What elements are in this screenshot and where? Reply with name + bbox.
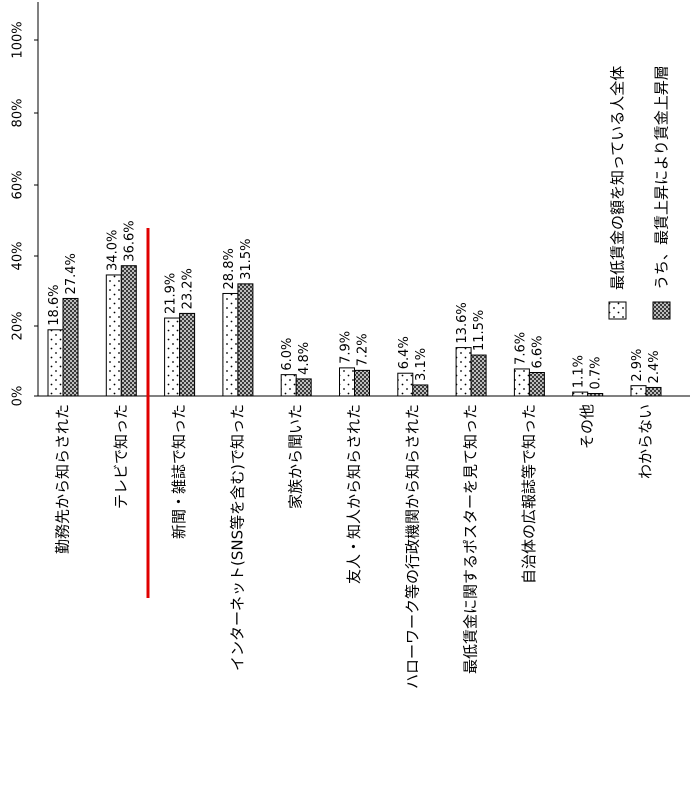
y-tick-label: 20%: [11, 312, 26, 341]
bar-wage-rise: [412, 384, 429, 397]
bar-wage-rise: [354, 369, 370, 397]
bar-all: [105, 274, 122, 397]
data-label-all: 6.0%: [280, 338, 295, 371]
axis-layer: 0% 20% 40% 60% 80% 100%: [11, 2, 690, 598]
category-label: 勤務先から知らされた: [54, 404, 72, 554]
data-label-wage-rise: 23.2%: [181, 268, 196, 309]
data-label-wage-rise: 31.5%: [239, 239, 254, 280]
category-label: 友人・知人から知らされた: [345, 404, 363, 584]
bar-wage-rise: [237, 283, 254, 397]
bar-wage-rise: [528, 372, 545, 397]
y-tick-label: 60%: [11, 171, 26, 200]
bar-wage-rise: [587, 393, 604, 397]
labels-layer: 18.6%27.4% 勤務先から知らされた 34.0% 36.6% テレビで知った 21.…: [47, 220, 662, 689]
category-label: ハローワーク等の行政機関から知らされた: [403, 404, 421, 689]
category-label: インターネット(SNS等を含む)で知った: [228, 404, 246, 671]
data-label-wage-rise: 0.7%: [589, 356, 604, 389]
data-label-wage-rise: 7.2%: [356, 333, 371, 366]
bar-wage-rise: [62, 297, 79, 397]
bar-all: [455, 347, 472, 397]
y-tick-label: 80%: [11, 99, 26, 128]
bar-all: [339, 367, 355, 397]
data-label-wage-rise: 27.4%: [64, 253, 79, 294]
legend-swatch-wage-rise: [652, 301, 671, 320]
legend-label-wage-rise: うち、最賃上昇により賃金上昇層: [653, 65, 671, 290]
category-label: 家族から聞いた: [287, 404, 305, 509]
bar-all: [222, 292, 239, 397]
category-label: 最低賃金に関するポスターを見て知った: [462, 404, 480, 674]
bar-wage-rise: [470, 354, 487, 397]
data-label-wage-rise: 6.6%: [530, 335, 545, 368]
data-label-all: 7.6%: [513, 332, 528, 365]
category-label: その他: [578, 404, 596, 449]
data-label-all: 28.8%: [222, 248, 237, 289]
legend-swatch-all: [608, 301, 627, 320]
data-label-all: 18.6%: [47, 284, 62, 325]
legend: 最低賃金の額を知っている人全体 うち、最賃上昇により賃金上昇層: [608, 65, 671, 320]
category-label: テレビで知った: [112, 404, 130, 509]
data-label-wage-rise: 3.1%: [414, 348, 429, 381]
y-tick-label: 100%: [11, 21, 26, 58]
data-label-wage-rise: 36.6%: [122, 220, 137, 261]
data-label-all: 6.4%: [397, 336, 412, 369]
legend-label-all: 最低賃金の額を知っている人全体: [609, 66, 627, 290]
y-tick-label: 40%: [11, 242, 26, 271]
bar-all: [513, 368, 530, 397]
data-label-all: 7.9%: [339, 331, 354, 364]
bar-all: [47, 329, 64, 397]
category-label: わからない: [637, 404, 655, 479]
bar-all: [397, 372, 414, 397]
data-label-all: 2.9%: [630, 349, 645, 382]
bar-all: [572, 391, 589, 397]
data-label-wage-rise: 11.5%: [472, 310, 487, 351]
bar-wage-rise: [120, 265, 137, 397]
bars-layer: [47, 265, 662, 397]
bar-all: [164, 317, 181, 397]
data-label-all: 1.1%: [572, 355, 587, 388]
data-label-wage-rise: 2.4%: [647, 350, 662, 383]
category-label: 自治体の広報誌等で知った: [520, 404, 538, 584]
bar-all: [280, 374, 297, 397]
data-label-all: 21.9%: [164, 273, 179, 314]
data-label-all: 13.6%: [455, 302, 470, 343]
category-label: 新聞・雑誌で知った: [170, 404, 188, 539]
y-tick-label: 0%: [11, 386, 26, 407]
data-label-all: 34.0%: [105, 230, 120, 271]
bar-wage-rise: [179, 312, 196, 397]
data-label-wage-rise: 4.8%: [297, 342, 312, 375]
bar-wage-rise: [645, 386, 662, 397]
bar-all: [630, 385, 647, 397]
bar-wage-rise: [295, 378, 312, 397]
